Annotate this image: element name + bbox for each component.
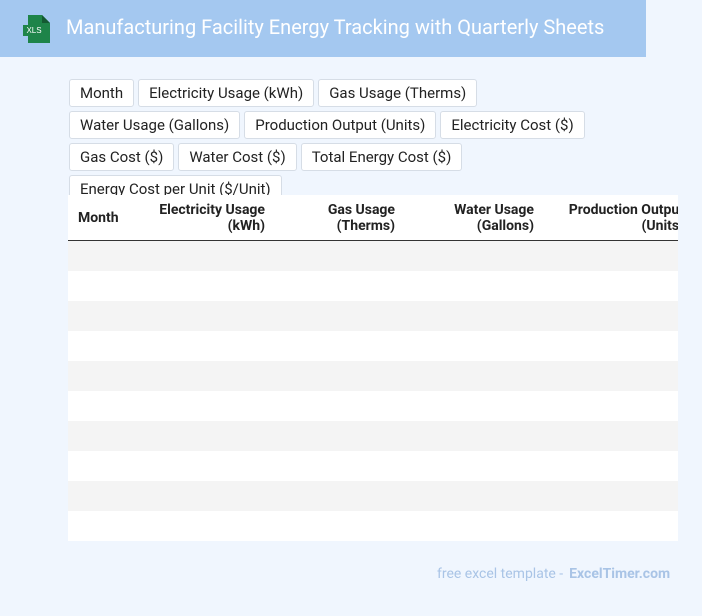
table-row: [68, 361, 678, 391]
table-row: [68, 511, 678, 541]
column-tag[interactable]: Total Energy Cost ($): [300, 143, 463, 171]
column-tag[interactable]: Water Cost ($): [178, 143, 297, 171]
column-header: Month: [78, 209, 119, 226]
column-tag[interactable]: Gas Cost ($): [69, 143, 175, 171]
icon-label: XLS: [26, 26, 41, 35]
table-row: [68, 301, 678, 331]
header-banner: XLS Manufacturing Facility Energy Tracki…: [0, 0, 646, 57]
footer: free excel template - ExcelTimer.com: [437, 566, 670, 582]
column-tag[interactable]: Gas Usage (Therms): [318, 79, 478, 107]
column-tag[interactable]: Month: [69, 79, 135, 107]
column-tag[interactable]: Water Usage (Gallons): [69, 111, 241, 139]
column-header: Gas Usage (Therms): [327, 201, 395, 234]
tag-list: Month Electricity Usage (kWh) Gas Usage (T…: [69, 79, 651, 203]
footer-text: free excel template -: [437, 566, 564, 582]
table-row: [68, 481, 678, 511]
column-tag[interactable]: Electricity Cost ($): [440, 111, 585, 139]
table-row: [68, 451, 678, 481]
table-row: [68, 241, 678, 271]
column-tag[interactable]: Electricity Usage (kWh): [138, 79, 315, 107]
table-body: [68, 241, 678, 541]
table-row: [68, 421, 678, 451]
column-header: Electricity Usage (kWh): [159, 201, 265, 234]
column-tag[interactable]: Production Output (Units): [244, 111, 437, 139]
xls-icon: XLS: [23, 15, 50, 43]
footer-link[interactable]: ExcelTimer.com: [569, 566, 671, 582]
table-header: Month Electricity Usage (kWh) Gas Usage (T…: [68, 195, 678, 241]
column-header: Production Output (Units): [568, 201, 678, 234]
column-header: Water Usage (Gallons): [454, 201, 534, 234]
table-row: [68, 331, 678, 361]
table-row: [68, 271, 678, 301]
page-title: Manufacturing Facility Energy Tracking w…: [66, 15, 605, 39]
data-table: Month Electricity Usage (kWh) Gas Usage (T…: [68, 195, 678, 541]
table-row: [68, 391, 678, 421]
